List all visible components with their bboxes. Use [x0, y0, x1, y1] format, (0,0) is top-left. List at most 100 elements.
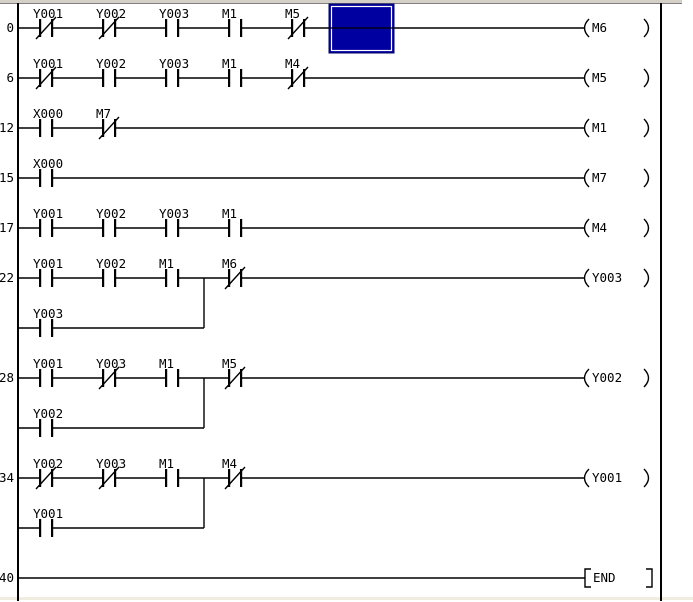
contact-label: M5 — [285, 6, 300, 21]
contact-Y001[interactable]: Y001 — [33, 6, 63, 40]
nc-slash — [224, 366, 246, 390]
contact-Y001[interactable]: Y001 — [33, 256, 63, 287]
coil-M6[interactable]: M6 — [583, 18, 650, 38]
nc-slash — [98, 366, 120, 390]
coil-label: Y003 — [592, 270, 622, 285]
coil-open-paren — [583, 218, 590, 238]
contact-gap — [167, 226, 177, 230]
contact-bar-right — [114, 469, 117, 487]
contact-Y003[interactable]: Y003 — [159, 56, 189, 87]
coil-M5[interactable]: M5 — [583, 68, 650, 88]
contact-Y002[interactable]: Y002 — [96, 56, 126, 87]
contact-bar-left — [102, 19, 105, 37]
coil-label: Y002 — [592, 370, 622, 385]
contact-bar-right — [51, 219, 54, 237]
contact-Y002[interactable]: Y002 — [96, 6, 126, 40]
top-strip — [0, 0, 682, 3]
contact-Y002[interactable]: Y002 — [96, 256, 126, 287]
contact-gap — [167, 276, 177, 280]
contact-bar-left — [291, 69, 294, 87]
contact-Y002[interactable]: Y002 — [33, 406, 63, 437]
contact-bar-right — [114, 19, 117, 37]
contact-gap — [41, 126, 51, 130]
coil-label: M4 — [592, 220, 607, 235]
rung-17: Y001 Y002 Y003 M1 M4 17 — [0, 206, 650, 238]
end-instruction[interactable]: END — [584, 568, 653, 588]
contact-bar-right — [177, 469, 180, 487]
contact-bar-left — [228, 219, 231, 237]
contact-Y001[interactable]: Y001 — [33, 206, 63, 237]
contact-Y001[interactable]: Y001 — [33, 506, 63, 537]
contact-label: Y003 — [159, 206, 189, 221]
contact-M1[interactable]: M1 — [159, 256, 180, 287]
contact-bar-right — [240, 369, 243, 387]
contact-label: M1 — [159, 356, 174, 371]
coil-open-paren — [583, 368, 590, 388]
contact-M7[interactable]: M7 — [96, 106, 120, 140]
step-number: 15 — [0, 170, 14, 185]
coil-label: M6 — [592, 20, 607, 35]
contact-bar-right — [51, 519, 54, 537]
contact-M1[interactable]: M1 — [222, 6, 243, 37]
contact-label: M1 — [159, 456, 174, 471]
contact-bar-right — [114, 269, 117, 287]
contact-bar-left — [102, 269, 105, 287]
nc-slash — [98, 16, 120, 40]
contact-label: Y001 — [33, 256, 63, 271]
coil-M7[interactable]: M7 — [583, 168, 650, 188]
contact-Y003[interactable]: Y003 — [96, 356, 126, 390]
contact-label: M4 — [285, 56, 300, 71]
contact-M4[interactable]: M4 — [285, 56, 309, 90]
coil-open-paren — [583, 18, 590, 38]
contact-bar-right — [51, 69, 54, 87]
contact-M4[interactable]: M4 — [222, 456, 246, 490]
contact-gap — [41, 226, 51, 230]
contact-bar-left — [228, 19, 231, 37]
contact-bar-left — [39, 469, 42, 487]
contact-M6[interactable]: M6 — [222, 256, 246, 290]
selection-cursor[interactable] — [328, 3, 395, 54]
rung-6: Y001 Y002 Y003 M1 M4 M5 6 — [6, 56, 650, 90]
coil-M1[interactable]: M1 — [583, 118, 650, 138]
contact-bar-right — [177, 19, 180, 37]
coil-close-paren — [643, 268, 650, 288]
nc-slash — [98, 466, 120, 490]
contact-Y003[interactable]: Y003 — [159, 6, 189, 37]
contact-gap — [167, 76, 177, 80]
contact-bar-left — [291, 19, 294, 37]
contact-M1[interactable]: M1 — [222, 206, 243, 237]
coil-close-paren — [643, 168, 650, 188]
contact-M1[interactable]: M1 — [222, 56, 243, 87]
step-number: 17 — [0, 220, 14, 235]
rung-22: Y001 Y002 M1 M6 Y003 Y003 22 — [0, 256, 650, 337]
contact-Y003[interactable]: Y003 — [96, 456, 126, 490]
coil-Y001[interactable]: Y001 — [583, 468, 650, 488]
contact-label: Y001 — [33, 506, 63, 521]
contact-gap — [230, 76, 240, 80]
contact-Y003[interactable]: Y003 — [159, 206, 189, 237]
rung-0: Y001 Y002 Y003 M1 M5 M6 0 — [6, 6, 650, 40]
contact-bar-right — [51, 369, 54, 387]
contact-gap — [167, 476, 177, 480]
contact-X000[interactable]: X000 — [33, 106, 63, 137]
coil-Y002[interactable]: Y002 — [583, 368, 650, 388]
coil-M4[interactable]: M4 — [583, 218, 650, 238]
rung-28: Y001 Y003 M1 M5 Y002 Y002 28 — [0, 356, 650, 437]
coil-Y003[interactable]: Y003 — [583, 268, 650, 288]
contact-Y002[interactable]: Y002 — [96, 206, 126, 237]
contact-M1[interactable]: M1 — [159, 356, 180, 387]
contact-Y001[interactable]: Y001 — [33, 356, 63, 387]
coil-open-paren — [583, 268, 590, 288]
contact-M5[interactable]: M5 — [222, 356, 246, 390]
contact-Y003[interactable]: Y003 — [33, 306, 63, 337]
contact-X000[interactable]: X000 — [33, 156, 63, 187]
contact-Y002[interactable]: Y002 — [33, 456, 63, 490]
contact-Y001[interactable]: Y001 — [33, 56, 63, 90]
contact-M1[interactable]: M1 — [159, 456, 180, 487]
contact-bar-left — [39, 419, 42, 437]
contact-M5[interactable]: M5 — [285, 6, 309, 40]
contact-bar-left — [39, 169, 42, 187]
contact-bar-right — [114, 69, 117, 87]
contact-bar-left — [102, 119, 105, 137]
